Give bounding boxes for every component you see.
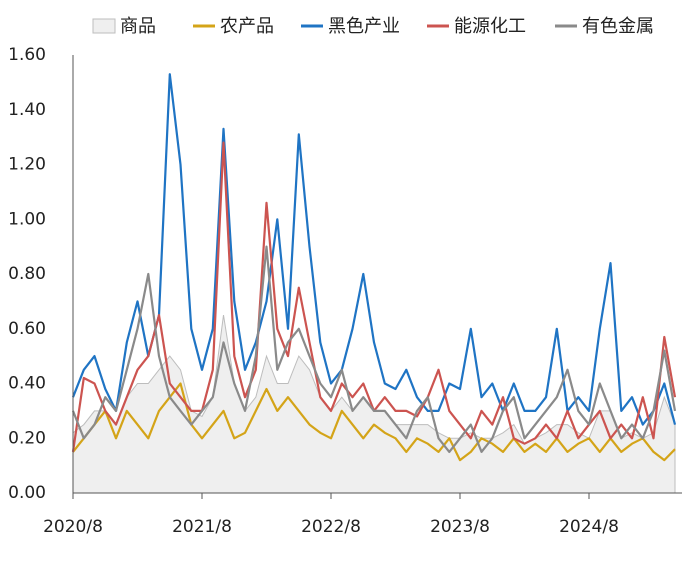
line bbox=[72, 382, 676, 462]
y-tick-label: 1.20 bbox=[8, 155, 46, 175]
y-tick-label: 1.00 bbox=[8, 209, 46, 229]
x-tick-label: 2022/8 bbox=[301, 517, 361, 537]
y-tick-label: 1.60 bbox=[8, 45, 46, 65]
y-tick-label: 0.60 bbox=[8, 319, 46, 339]
x-tick-label: 2021/8 bbox=[172, 517, 232, 537]
legend-swatch bbox=[92, 18, 116, 34]
line bbox=[71, 73, 677, 426]
legend-label: 商品 bbox=[120, 16, 156, 37]
x-tick-label: 2020/8 bbox=[43, 517, 103, 537]
y-tick-label: 0.40 bbox=[8, 374, 46, 394]
legend-label: 黑色产业 bbox=[328, 16, 400, 37]
legend-label: 能源化工 bbox=[454, 16, 526, 37]
legend-label: 有色金属 bbox=[582, 16, 654, 37]
y-tick-label: 0.80 bbox=[8, 264, 46, 284]
legend-label: 农产品 bbox=[220, 16, 274, 37]
x-tick-label: 2023/8 bbox=[430, 517, 490, 537]
line bbox=[71, 245, 677, 453]
y-tick-label: 1.40 bbox=[8, 100, 46, 120]
y-tick-label: 0.00 bbox=[8, 483, 46, 503]
x-tick-label: 2024/8 bbox=[559, 517, 619, 537]
y-tick-label: 0.20 bbox=[8, 428, 46, 448]
